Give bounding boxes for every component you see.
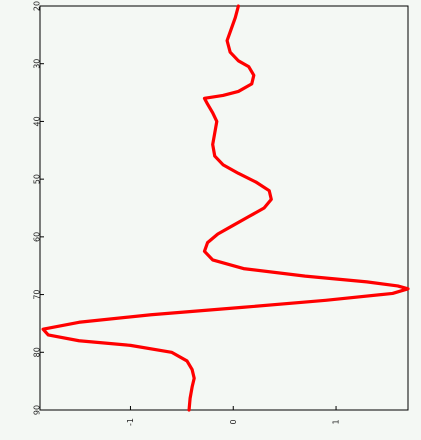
y-tick-label: 20	[33, 1, 42, 11]
x-tick-label: 1	[332, 419, 341, 424]
x-tick-label: -1	[126, 418, 135, 426]
y-tick-label: 40	[33, 116, 42, 126]
y-tick-label: 90	[33, 405, 42, 415]
y-tick-label: 80	[33, 347, 42, 357]
plot-area	[39, 5, 409, 411]
x-tick-label: 0	[229, 419, 238, 424]
y-tick-label: 60	[33, 232, 42, 242]
series-layer	[41, 4, 410, 412]
series-line	[41, 4, 410, 412]
y-tick-label: 70	[33, 289, 42, 299]
y-tick-label: 30	[33, 59, 42, 69]
y-tick-label: 50	[33, 174, 42, 184]
axis-ticks: 20 30 40 50 60 70 80 90 -1 0 1	[33, 1, 341, 426]
